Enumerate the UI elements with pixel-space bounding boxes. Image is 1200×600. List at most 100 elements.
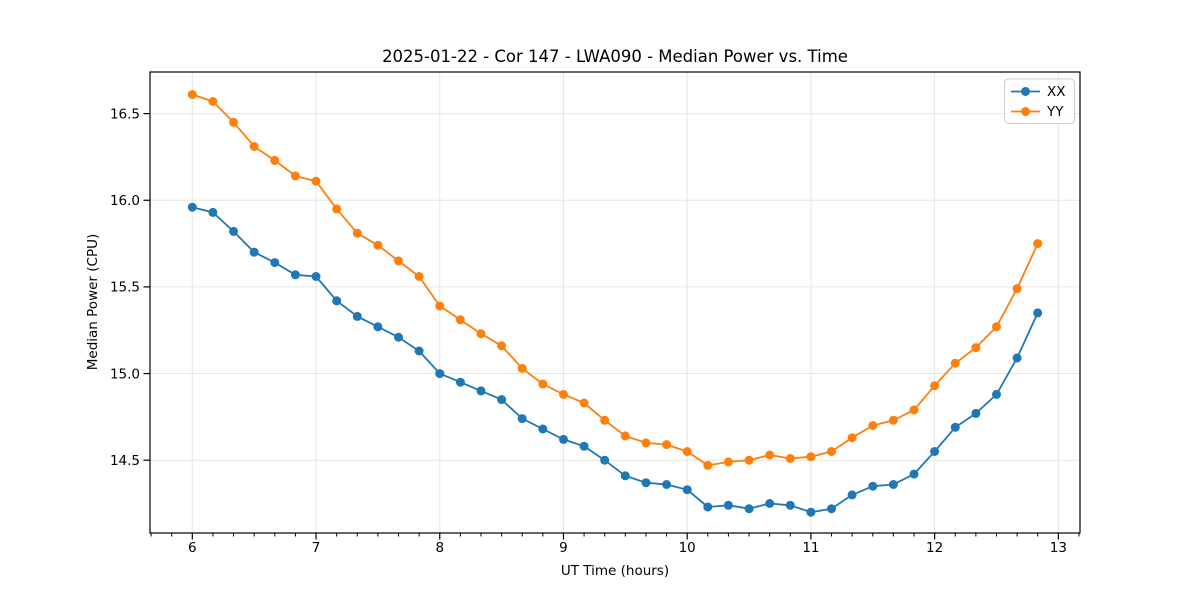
data-point — [641, 478, 651, 488]
data-point — [208, 207, 218, 217]
data-point — [950, 358, 960, 368]
y-tick-label: 16.5 — [110, 106, 140, 122]
data-point — [806, 507, 816, 517]
data-point — [538, 424, 548, 434]
data-point — [270, 155, 280, 165]
data-point — [909, 469, 919, 479]
data-point — [806, 452, 816, 462]
chart-title: 2025-01-22 - Cor 147 - LWA090 - Median P… — [382, 47, 848, 66]
data-point — [744, 455, 754, 465]
data-point — [744, 504, 754, 514]
data-point — [662, 480, 672, 489]
data-point — [992, 322, 1001, 332]
x-tick-label: 7 — [312, 540, 321, 556]
y-gridlines — [150, 113, 1080, 461]
legend-marker-xx-icon — [1021, 87, 1030, 96]
data-point — [394, 332, 403, 342]
data-point — [455, 315, 465, 325]
data-point — [765, 499, 775, 508]
x-gridlines — [191, 72, 1059, 533]
data-point — [332, 296, 342, 306]
data-point — [723, 500, 733, 510]
data-point — [352, 228, 362, 238]
data-point — [1033, 308, 1043, 318]
data-point — [868, 481, 878, 491]
x-tick-label: 8 — [435, 540, 444, 556]
data-point — [992, 389, 1001, 399]
data-point — [208, 97, 218, 106]
data-point — [682, 447, 692, 456]
data-point — [785, 454, 795, 463]
data-point — [909, 405, 919, 415]
data-point — [579, 398, 589, 408]
data-point — [373, 240, 383, 250]
data-point — [785, 500, 795, 510]
x-tick-label: 10 — [679, 540, 696, 556]
data-point — [414, 346, 424, 356]
data-point — [517, 363, 527, 373]
data-point — [620, 471, 630, 481]
data-point — [888, 415, 898, 425]
x-ticks — [191, 533, 1059, 540]
data-point — [827, 447, 836, 456]
y-tick-labels: 14.5 15.0 15.5 16.0 16.5 — [110, 106, 140, 469]
series-xx — [187, 202, 1043, 517]
data-point — [620, 431, 630, 441]
legend-label-yy: YY — [1046, 104, 1064, 120]
data-point — [332, 204, 342, 214]
data-point — [290, 171, 300, 181]
data-point — [600, 455, 610, 465]
data-point — [847, 490, 857, 500]
x-tick-label: 12 — [926, 540, 943, 556]
data-point — [497, 341, 507, 351]
series-line-xx — [191, 206, 1039, 514]
data-point — [579, 441, 589, 451]
data-point — [476, 329, 486, 339]
data-point — [414, 272, 424, 281]
x-tick-label: 9 — [559, 540, 568, 556]
data-point — [559, 434, 568, 444]
y-tick-label: 16.0 — [110, 193, 140, 209]
legend-marker-yy-icon — [1021, 107, 1030, 116]
x-tick-label: 11 — [802, 540, 819, 556]
plot-border — [149, 71, 1081, 534]
x-tick-label: 6 — [188, 540, 197, 556]
data-point — [187, 202, 197, 212]
data-point — [311, 272, 321, 281]
data-point — [682, 485, 692, 495]
data-point — [888, 480, 898, 489]
data-point — [249, 142, 259, 151]
x-tick-label: 13 — [1050, 540, 1067, 556]
series-layer — [187, 90, 1043, 517]
data-point — [311, 176, 321, 186]
data-point — [765, 450, 775, 460]
data-point — [373, 322, 383, 332]
data-point — [559, 389, 568, 399]
data-point — [703, 502, 713, 512]
data-point — [971, 343, 981, 353]
data-point — [641, 438, 651, 448]
data-point — [517, 414, 527, 424]
data-point — [723, 457, 733, 467]
data-point — [600, 415, 610, 425]
x-axis-label: UT Time (hours) — [561, 563, 669, 579]
y-tick-label: 14.5 — [110, 453, 140, 469]
series-yy — [187, 90, 1043, 470]
data-point — [455, 377, 465, 387]
x-minor-ticks — [150, 533, 1080, 537]
y-tick-label: 15.0 — [110, 366, 140, 382]
data-point — [1012, 284, 1022, 294]
y-ticks — [143, 112, 150, 461]
data-point — [476, 386, 486, 396]
data-point — [847, 433, 857, 443]
data-point — [930, 447, 940, 456]
data-point — [435, 369, 445, 379]
data-point — [930, 381, 940, 391]
data-point — [950, 422, 960, 432]
y-tick-label: 15.5 — [110, 280, 140, 296]
data-point — [868, 421, 878, 430]
data-point — [229, 226, 238, 236]
data-point — [703, 460, 713, 470]
